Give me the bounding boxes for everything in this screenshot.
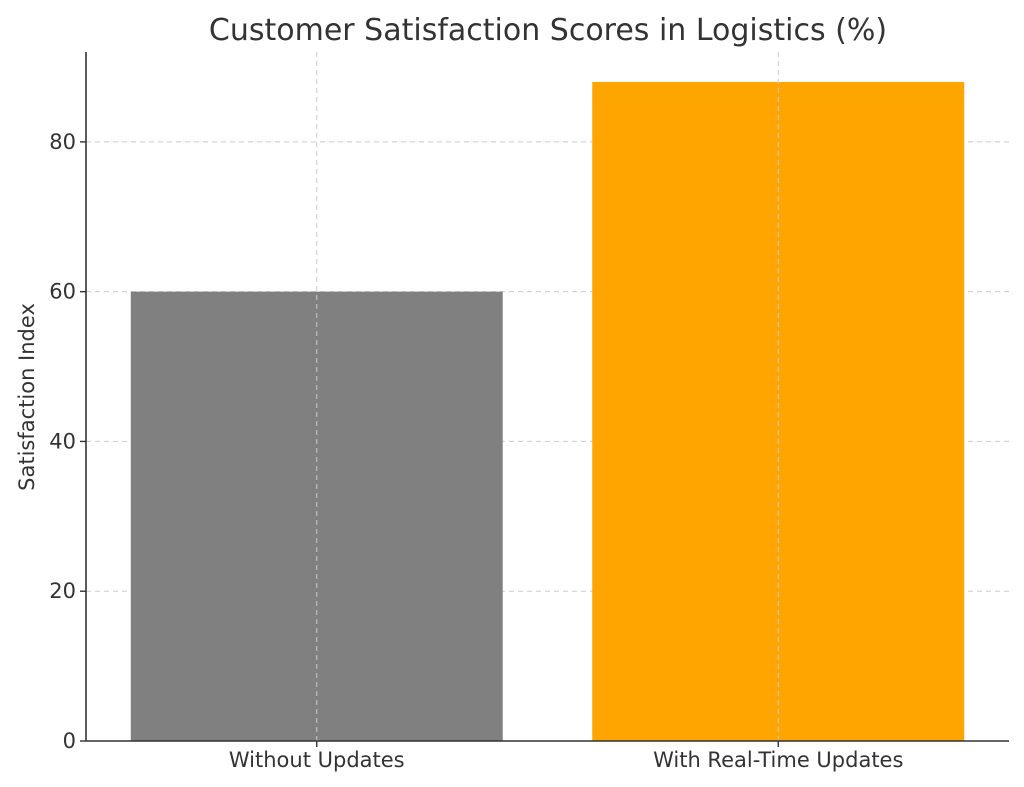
y-tick-label: 0 <box>63 729 76 753</box>
chart-title: Customer Satisfaction Scores in Logistic… <box>209 13 887 48</box>
x-axis-ticks: Without Updates With Real-Time Updates <box>229 741 903 772</box>
x-tick-label: With Real-Time Updates <box>653 748 903 772</box>
y-tick-label: 40 <box>49 429 76 453</box>
y-axis-ticks: 0 20 40 60 80 <box>49 130 86 753</box>
y-tick-label: 20 <box>49 579 76 603</box>
y-axis-label: Satisfaction Index <box>15 303 39 491</box>
bars <box>130 81 965 741</box>
y-tick-label: 80 <box>49 130 76 154</box>
x-tick-label: Without Updates <box>229 748 405 772</box>
vertical-grid-lines <box>316 52 779 741</box>
y-tick-label: 60 <box>49 280 76 304</box>
